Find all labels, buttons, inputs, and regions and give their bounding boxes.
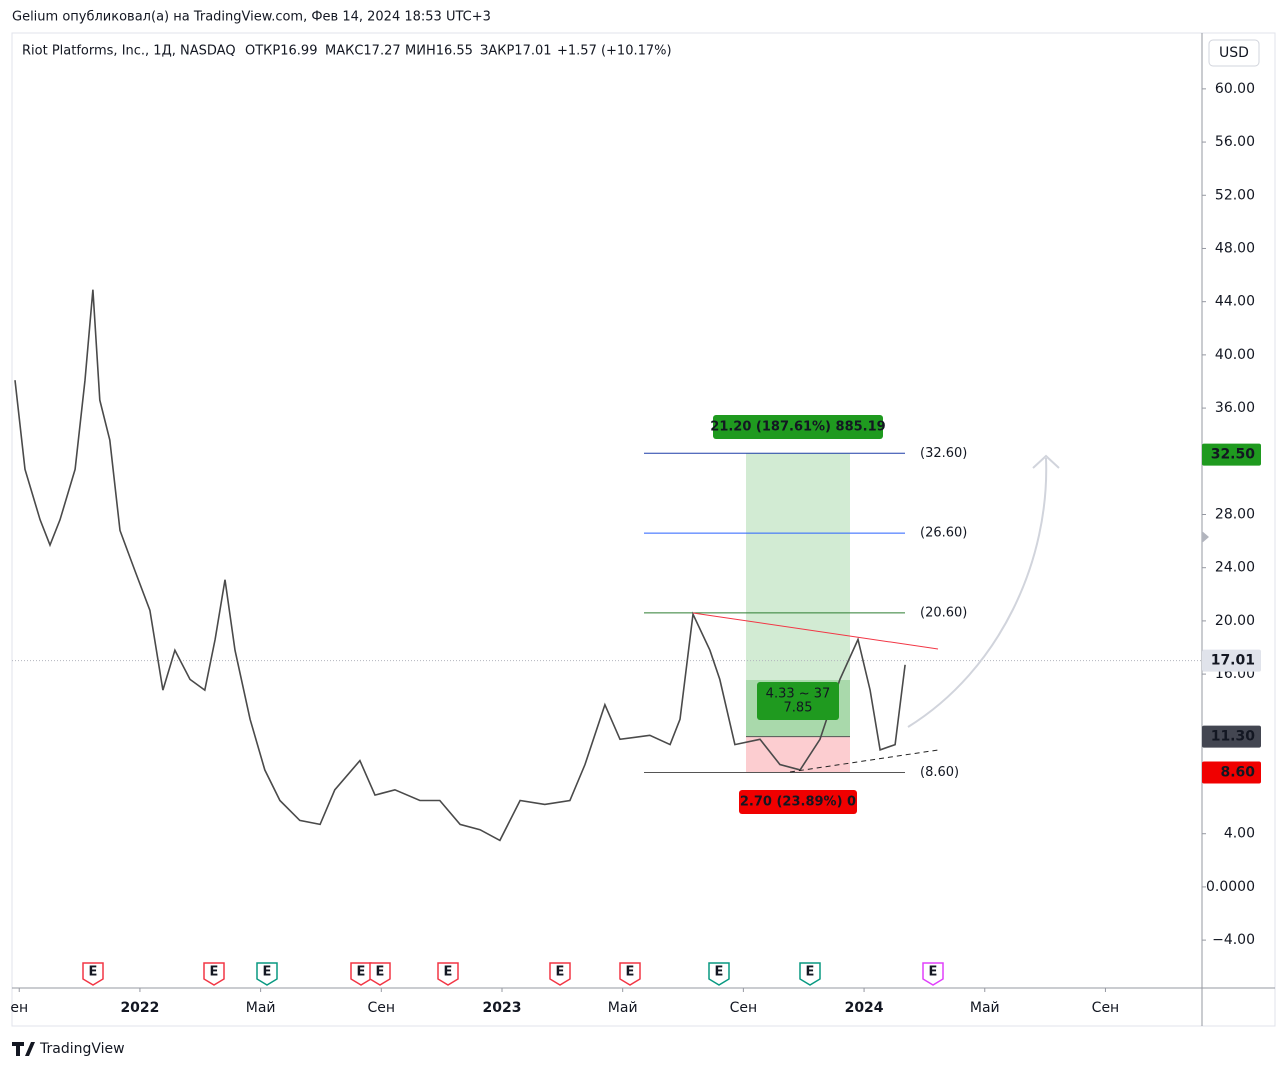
price-label-box (1202, 649, 1261, 672)
price-label-box (1202, 761, 1261, 784)
earnings-label: E (556, 965, 565, 980)
currency-box[interactable] (1208, 39, 1260, 67)
earnings-marker[interactable]: E (922, 962, 944, 986)
price-label-box (1202, 443, 1261, 466)
earnings-marker[interactable]: E (549, 962, 571, 986)
y-tick-label: 40.00 (1215, 347, 1255, 363)
footer: TradingView (39, 1041, 125, 1057)
y-tick-label: 52.00 (1215, 187, 1255, 203)
chart-frame (11, 32, 1276, 1027)
earnings-marker[interactable]: E (708, 962, 730, 986)
legend-low: МИН16.55 (405, 44, 473, 59)
earnings-badge (369, 962, 391, 986)
price-label: 32.50 (1211, 447, 1256, 463)
earnings-label: E (626, 965, 635, 980)
price-line (14, 289, 906, 842)
support-line (789, 749, 939, 773)
axis-handle (1202, 531, 1209, 543)
stop-label: 2.70 (23.89%) 0 (740, 795, 856, 810)
earnings-marker[interactable]: E (437, 962, 459, 986)
earnings-marker[interactable]: E (203, 962, 225, 986)
earnings-badge (350, 962, 372, 986)
header: Gelium опубликовал(а) на TradingView.com… (12, 10, 491, 25)
earnings-badge (82, 962, 104, 986)
stop-label-box (739, 790, 857, 814)
legend: Riot Platforms, Inc., 1Д, NASDAQ ОТКР16.… (22, 44, 672, 59)
earnings-badge (203, 962, 225, 986)
earnings-badge (922, 962, 944, 986)
y-tick-label: 36.00 (1215, 400, 1255, 416)
earnings-badge (799, 962, 821, 986)
y-tick-label: 20.00 (1215, 613, 1255, 629)
level-label: (26.60) (920, 526, 967, 541)
y-tick-label: 24.00 (1215, 560, 1255, 576)
y-tick-label: 0.0000 (1206, 879, 1255, 895)
earnings-label: E (806, 965, 815, 980)
x-tick-label: Май (246, 1000, 276, 1016)
x-tick-label: 2022 (120, 1000, 159, 1016)
legend-symbol: Riot Platforms, Inc., 1Д, NASDAQ (22, 44, 236, 59)
legend-open: ОТКР16.99 (245, 44, 317, 59)
earnings-label: E (263, 965, 272, 980)
target-label: 21.20 (187.61%) 885.19 (710, 420, 885, 435)
legend-close: ЗАКР17.01 (480, 44, 552, 59)
price-label: 17.01 (1211, 653, 1255, 669)
earnings-marker[interactable]: E (369, 962, 391, 986)
currency[interactable]: USD (1219, 45, 1249, 61)
y-tick-label: 48.00 (1215, 240, 1255, 256)
level-label: (32.60) (920, 446, 967, 461)
earnings-marker[interactable]: E (619, 962, 641, 986)
inner-label-box (757, 682, 839, 720)
y-tick-label: 4.00 (1224, 826, 1255, 842)
earnings-marker[interactable]: E (799, 962, 821, 986)
x-tick-label: Май (970, 1000, 1000, 1016)
inner-label: 4.33 ~ 37 (766, 687, 831, 702)
earnings-label: E (357, 965, 366, 980)
y-tick-label: 28.00 (1215, 506, 1255, 522)
x-tick-label: Май (608, 1000, 638, 1016)
earnings-marker[interactable]: E (82, 962, 104, 986)
forecast-arrow (907, 454, 1060, 728)
earnings-marker[interactable]: E (350, 962, 372, 986)
legend-high: МАКС17.27 (325, 44, 401, 59)
y-tick-label: 60.00 (1215, 81, 1255, 97)
earnings-label: E (444, 965, 453, 980)
logo (12, 1042, 35, 1056)
x-tick-label: Сен (730, 1000, 758, 1016)
inner-label: 7.85 (784, 701, 813, 716)
x-tick-label: Сен (368, 1000, 396, 1016)
earnings-label: E (715, 965, 724, 980)
y-tick-label: 56.00 (1215, 134, 1255, 150)
price-label: 11.30 (1211, 729, 1256, 745)
price-label: 8.60 (1220, 765, 1255, 781)
x-tick-label: 2024 (845, 1000, 884, 1016)
earnings-label: E (89, 965, 98, 980)
earnings-badge (437, 962, 459, 986)
earnings-badge (256, 962, 278, 986)
earnings-label: E (376, 965, 385, 980)
x-tick-label: ен (10, 1000, 28, 1016)
price-label-box (1202, 725, 1261, 748)
footer-logo: TradingView (12, 1041, 125, 1057)
level-label: (20.60) (920, 605, 967, 620)
x-tick-label: 2023 (483, 1000, 522, 1016)
legend-change: +1.57 (+10.17%) (557, 44, 672, 59)
level-label: (8.60) (920, 765, 959, 780)
resistance-line (692, 612, 939, 650)
y-tick-label: 44.00 (1215, 294, 1255, 310)
earnings-label: E (210, 965, 219, 980)
earnings-badge (708, 962, 730, 986)
target-label-box (713, 415, 883, 439)
x-tick-label: Сен (1092, 1000, 1120, 1016)
earnings-marker[interactable]: E (256, 962, 278, 986)
earnings-badge (619, 962, 641, 986)
earnings-badge (549, 962, 571, 986)
earnings-label: E (929, 965, 938, 980)
y-tick-label: −4.00 (1212, 932, 1255, 948)
